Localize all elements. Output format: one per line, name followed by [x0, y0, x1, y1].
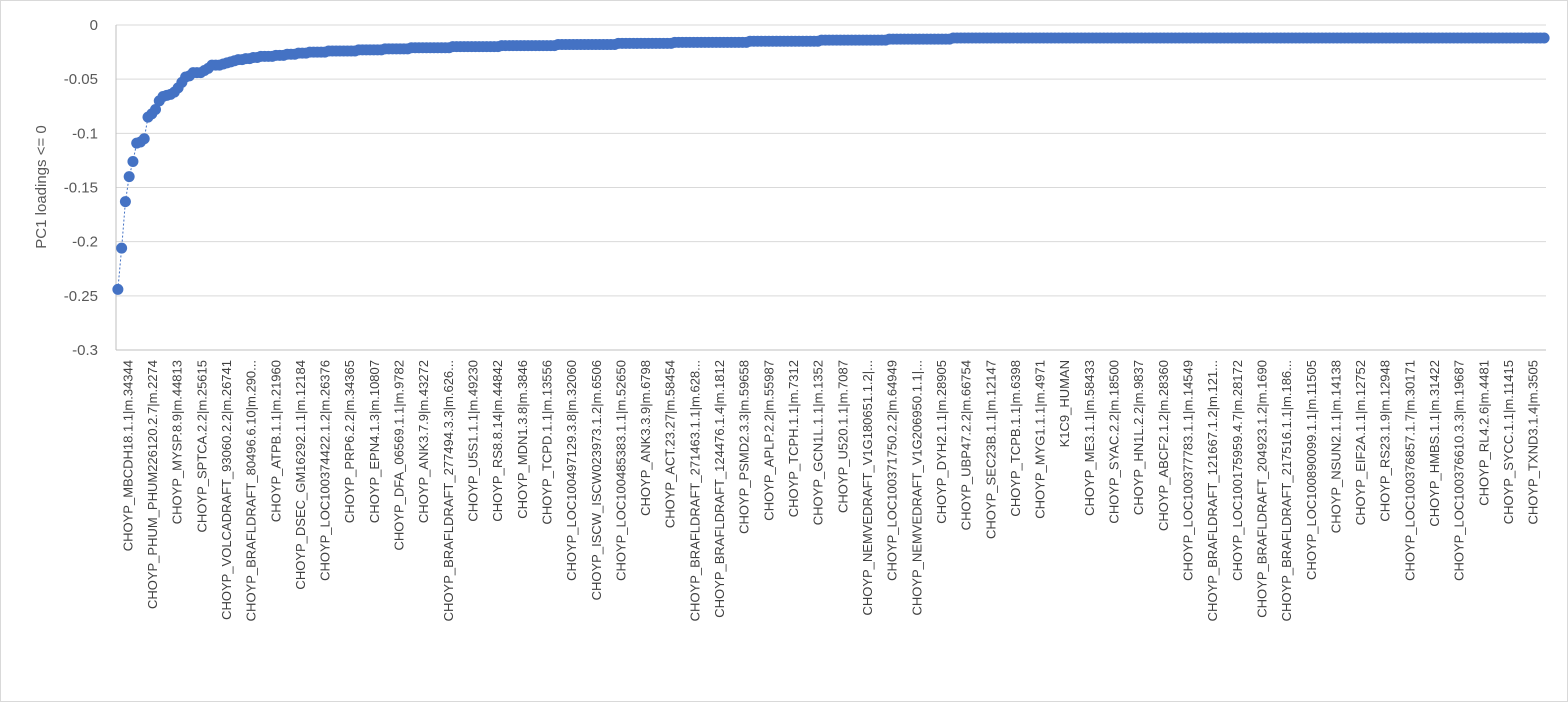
x-tick-label: CHOYP_MYSP.8.9|m.44813: [170, 360, 185, 524]
x-tick-label: CHOYP_RL4.2.6|m.4481: [1476, 360, 1491, 506]
x-tick-label: CHOYP_ABCF2.1.2|m.28360: [1156, 360, 1171, 531]
x-tick-label: CHOYP_PSMD2.3.3|m.59658: [737, 360, 752, 534]
x-tick-label: CHOYP_BRAFLDRAFT_277494.3.3|m.626...: [441, 360, 456, 621]
data-point: [150, 104, 162, 115]
x-tick-label: CHOYP_DYH2.1.1|m.28905: [934, 360, 949, 524]
x-tick-label: CHOYP_TCPB.1.1|m.6398: [1008, 360, 1023, 517]
x-tick-label: CHOYP_NEMVEDRAFT_V1G206950.1.1|...: [909, 360, 924, 616]
x-tick-label: CHOYP_ME3.1.1|m.58433: [1082, 360, 1097, 516]
y-axis-label: PC1 loadings <= 0: [33, 125, 50, 248]
x-tick-label: CHOYP_TXND3.1.4|m.3505: [1526, 360, 1541, 525]
x-tick-label: CHOYP_LOC100377783.1.1|m.14549: [1181, 360, 1196, 581]
x-tick-label: CHOYP_DFA_06569.1.1|m.9782: [392, 360, 407, 551]
gridlines: [116, 24, 1546, 297]
x-tick-label: CHOYP_SEC23B.1.1|m.12147: [983, 360, 998, 539]
x-tick-label: CHOYP_HMBS.1.1|m.31422: [1427, 360, 1442, 527]
y-tick-label: -0.3: [72, 342, 98, 359]
x-tick-label: CHOYP_RS23.1.9|m.12948: [1378, 360, 1393, 522]
y-tick-label: -0.2: [72, 234, 98, 251]
data-point: [116, 242, 128, 254]
x-tick-label: CHOYP_BRAFLDRAFT_80496.6.10|m.290...: [244, 360, 259, 621]
x-tick-label: CHOYP_APLP.2.2|m.55987: [761, 360, 776, 521]
x-tick-label: CHOYP_UBP47.2.2|m.66754: [959, 360, 974, 530]
x-tick-label: CHOYP_SYAC.2.2|m.18500: [1107, 360, 1122, 524]
x-tick-label: CHOYP_U5S1.1.1|m.49230: [466, 360, 481, 522]
x-axis-tick-labels: CHOYP_MBCDH18.1.1|m.34344 CHOYP_PHUM_PHUM…: [120, 360, 1540, 621]
x-tick-label: CHOYP_U520.1.1|m.7087: [835, 360, 850, 513]
data-point: [138, 133, 150, 145]
x-axis: [115, 25, 1546, 351]
y-tick-label: 0: [90, 17, 98, 34]
x-tick-label: CHOYP_LOC100371750.2.2|m.64949: [885, 360, 900, 581]
x-tick-label: CHOYP_LOC100497129.3.8|m.32060: [564, 360, 579, 581]
x-tick-label: CHOYP_RS8.8.14|m.44842: [490, 360, 505, 522]
x-tick-label: CHOYP_ISCW_ISCW023973.1.2|m.6506: [589, 360, 604, 600]
x-tick-label: CHOYP_BRAFLDRAFT_217516.1.1|m.186...: [1279, 360, 1294, 621]
data-point: [119, 196, 131, 208]
x-tick-label: CHOYP_NSUN2.1.1|m.14138: [1328, 360, 1343, 533]
x-tick-label: CHOYP_PRP6.2.2|m.34365: [342, 360, 357, 523]
x-tick-label: CHOYP_LOC100374422.1.2|m.26376: [318, 360, 333, 581]
data-point: [127, 156, 139, 167]
data-point: [1538, 32, 1550, 44]
x-tick-label: K1C9_HUMAN: [1057, 360, 1072, 447]
x-tick-label: CHOYP_EIF2A.1.1|m.12752: [1353, 360, 1368, 525]
x-tick-label: CHOYP_HN1L.2.2|m.9837: [1131, 360, 1146, 515]
data-point: [123, 171, 135, 183]
y-axis-tick-labels: 0 -0.05 -0.1 -0.15 -0.2 -0.25 -0.3: [64, 17, 98, 359]
x-tick-label: CHOYP_BRAFLDRAFT_124476.1.4|m.1812: [712, 360, 727, 618]
x-tick-label: CHOYP_EPN4.1.3|m.10807: [367, 360, 382, 523]
x-tick-label: CHOYP_PHUM_PHUM226120.2.7|m.2274: [145, 360, 160, 609]
x-tick-label: CHOYP_TCPH.1.1|m.7312: [786, 360, 801, 517]
x-tick-label: CHOYP_LOC100890099.1.1|m.11505: [1304, 360, 1319, 580]
y-tick-label: -0.15: [64, 180, 98, 197]
x-tick-label: CHOYP_ATPB.1.1|m.21960: [268, 360, 283, 522]
x-tick-label: CHOYP_MBCDH18.1.1|m.34344: [120, 360, 135, 551]
x-tick-label: CHOYP_MDN1.3.8|m.3846: [515, 360, 530, 519]
x-tick-label: CHOYP_LOC100376857.1.7|m.30171: [1402, 360, 1417, 581]
y-tick-label: -0.1: [72, 125, 98, 142]
x-tick-label: CHOYP_NEMVEDRAFT_V1G180651.1.2|...: [860, 360, 875, 616]
x-tick-label: CHOYP_SYCC.1.1|m.11415: [1501, 360, 1516, 524]
x-tick-label: CHOYP_DSEC_GM16292.1.1|m.12184: [293, 360, 308, 590]
x-tick-label: CHOYP_BRAFLDRAFT_121667.1.2|m.121...: [1205, 360, 1220, 621]
x-tick-label: CHOYP_BRAFLDRAFT_204923.1.2|m.1690: [1255, 360, 1270, 618]
series-pc1-loadings: [112, 32, 1550, 295]
x-tick-label: CHOYP_MYG1.1.1|m.4971: [1033, 360, 1048, 519]
data-point: [112, 283, 124, 295]
x-tick-label: CHOYP_LOC100175959.4.7|m.28172: [1230, 360, 1245, 581]
x-tick-label: CHOYP_VOLCADRAFT_93060.2.2|m.26741: [219, 360, 234, 620]
x-tick-label: CHOYP_ANK3.7.9|m.43272: [416, 360, 431, 523]
x-tick-label: CHOYP_BRAFLDRAFT_271463.1.1|m.628...: [687, 360, 702, 621]
x-tick-label: CHOYP_ACT.23.27|m.58454: [663, 360, 678, 528]
x-tick-label: CHOYP_SPTCA.2.2|m.25615: [194, 360, 209, 532]
x-tick-label: CHOYP_GCN1L.1.1|m.1352: [811, 360, 826, 525]
x-tick-label: CHOYP_TCPD.1.1|m.13556: [540, 360, 555, 525]
x-tick-label: CHOYP_LOC100376610.3.3|m.19687: [1452, 360, 1467, 581]
x-tick-label: CHOYP_ANK3.3.9|m.6798: [638, 360, 653, 516]
x-tick-label: CHOYP_LOC100485383.1.1|m.52650: [613, 360, 628, 581]
y-tick-label: -0.25: [64, 288, 98, 305]
y-tick-label: -0.05: [64, 71, 98, 88]
